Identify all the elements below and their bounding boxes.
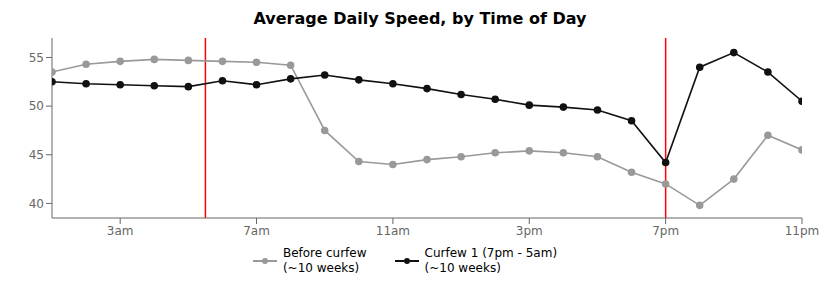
svg-text:45: 45: [29, 148, 44, 162]
svg-text:7am: 7am: [243, 224, 270, 238]
html-text:Before curfew: Before curfew: [282, 246, 367, 260]
svg-text:3am: 3am: [107, 224, 134, 238]
html-text:Average Daily Speed, by Time o: Average Daily Speed, by Time of Day: [253, 9, 587, 28]
svg-text:40: 40: [29, 197, 44, 211]
svg-text:50: 50: [29, 99, 44, 113]
html-text:(~10 weeks): (~10 weeks): [424, 261, 501, 275]
svg-text:7pm: 7pm: [652, 224, 679, 238]
html-text:(~10 weeks): (~10 weeks): [282, 261, 360, 275]
svg-text:55: 55: [29, 51, 44, 65]
svg-text:11am: 11am: [376, 224, 410, 238]
html-text:Curfew 1 (7pm - 5am): Curfew 1 (7pm - 5am): [424, 246, 558, 260]
svg-text:3pm: 3pm: [516, 224, 543, 238]
svg-text:11pm: 11pm: [785, 224, 820, 238]
